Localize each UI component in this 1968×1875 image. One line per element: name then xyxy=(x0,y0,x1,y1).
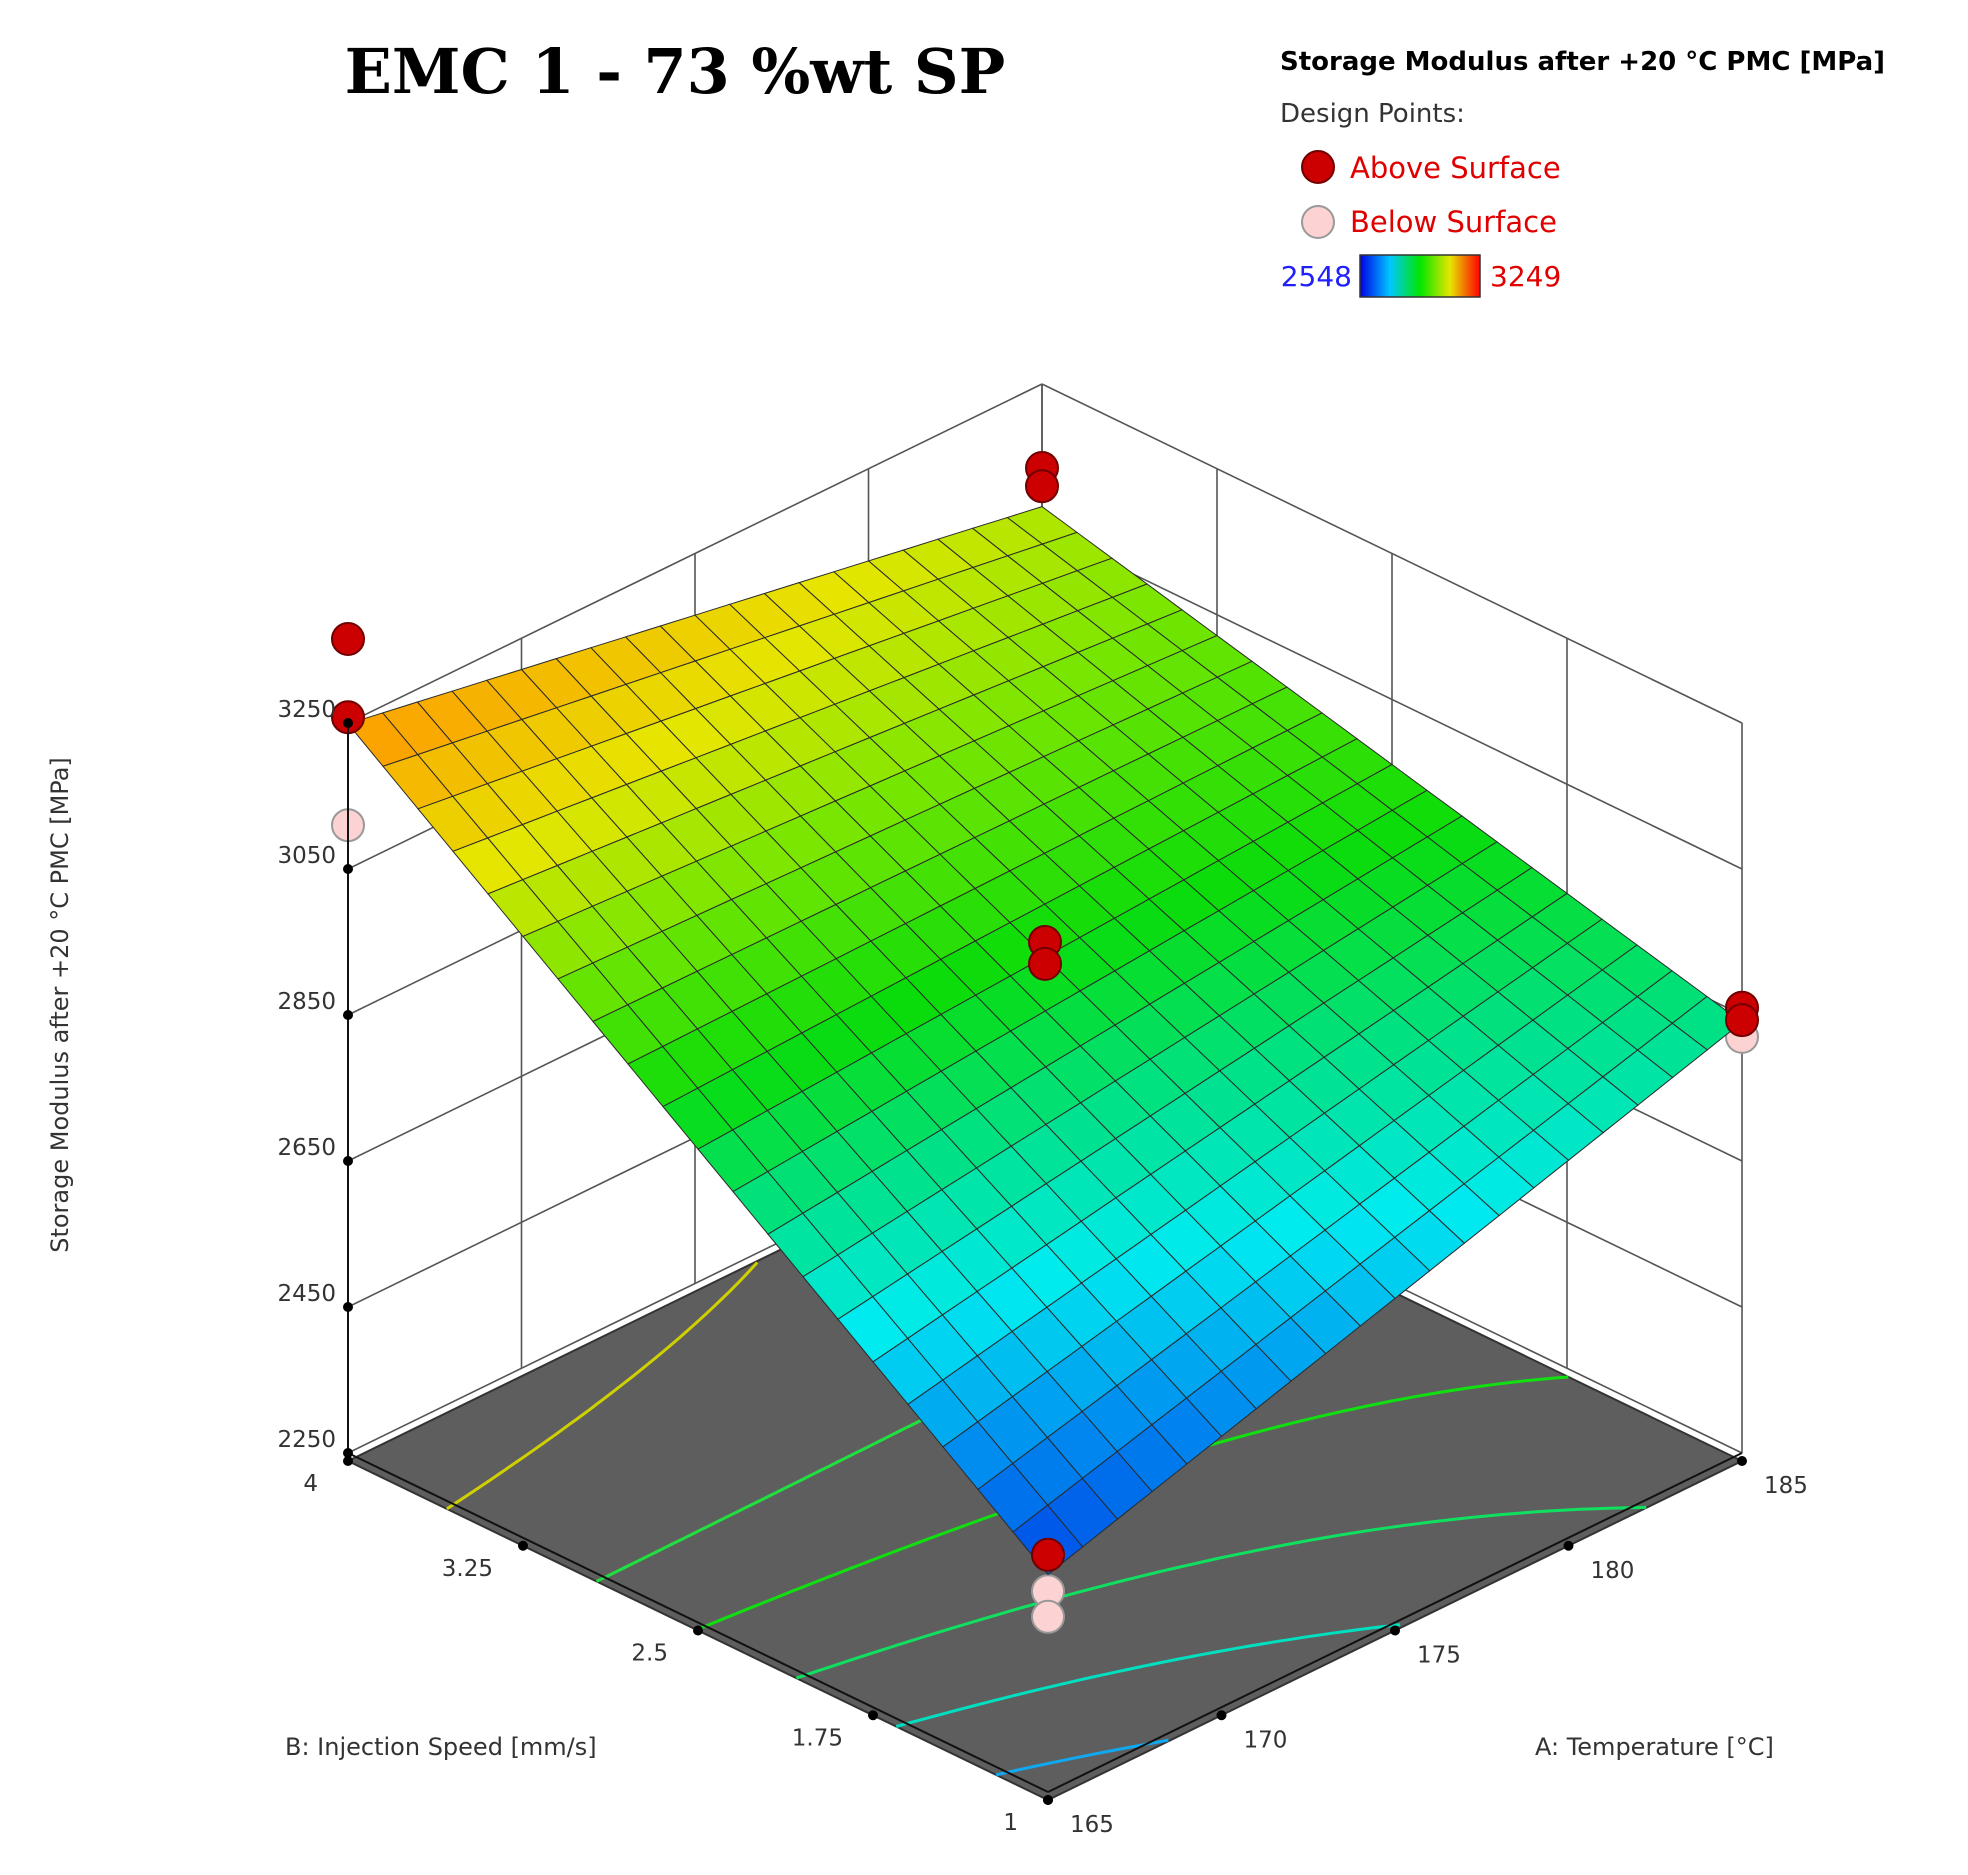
x-tick-label: 180 xyxy=(1591,1558,1635,1584)
legend-title: Storage Modulus after +20 °C PMC [MPa] xyxy=(1280,47,1885,77)
x-tick-label: 170 xyxy=(1244,1727,1288,1753)
chart-title: EMC 1 - 73 %wt SP xyxy=(345,35,1006,108)
contour-line xyxy=(446,1261,759,1511)
z-tick-label: 3050 xyxy=(277,843,336,869)
design-point-above xyxy=(1025,469,1059,504)
z-tick-label: 2250 xyxy=(277,1427,336,1453)
design-points-above-group xyxy=(331,451,1759,1572)
y-tick-label: 2.5 xyxy=(631,1641,668,1667)
z-tick-mark xyxy=(343,1010,353,1020)
y-tick-mark xyxy=(343,1456,353,1466)
y-axis-label: B: Injection Speed [mm/s] xyxy=(285,1733,597,1761)
z-axis-label: Storage Modulus after +20 °C PMC [MPa] xyxy=(46,757,74,1253)
z-tick-label: 2850 xyxy=(277,989,336,1015)
wall-grid-line xyxy=(347,383,1043,724)
y-tick-mark xyxy=(868,1710,878,1721)
color-scale-min: 2548 xyxy=(1281,260,1352,293)
y-tick-mark xyxy=(518,1540,528,1551)
y-tick-label: 1.75 xyxy=(792,1725,843,1751)
y-tick-label: 3.25 xyxy=(442,1556,493,1582)
y-tick-label: 4 xyxy=(303,1471,318,1497)
contour-line xyxy=(795,1505,1647,1680)
z-tick-mark xyxy=(343,718,353,728)
z-tick-mark xyxy=(343,1302,353,1312)
legend-above-label: Above Surface xyxy=(1350,151,1561,185)
design-point-above xyxy=(1028,946,1062,981)
x-tick-label: 185 xyxy=(1764,1473,1808,1499)
z-tick-label: 2650 xyxy=(277,1135,336,1161)
color-scale-bar xyxy=(1359,254,1481,298)
x-tick-mark xyxy=(1216,1710,1227,1721)
x-tick-mark xyxy=(1043,1795,1053,1805)
z-tick-mark xyxy=(343,1448,353,1458)
y-tick-mark xyxy=(693,1625,703,1636)
x-tick-mark xyxy=(1737,1456,1747,1466)
axes: 2250 2450 2650 2850 3050 3250 1 1.75 2.5 3.25 4 165… xyxy=(277,697,1807,1838)
z-tick-mark xyxy=(343,1156,353,1166)
z-tick-label: 2450 xyxy=(277,1281,336,1307)
legend-below-marker xyxy=(1301,205,1335,239)
legend: Storage Modulus after +20 °C PMC [MPa] D… xyxy=(1280,47,1885,298)
legend-above-marker xyxy=(1301,150,1335,184)
contour-line xyxy=(895,1623,1401,1728)
x-tick-label: 175 xyxy=(1417,1643,1461,1669)
wall-grid-line xyxy=(1041,529,1743,870)
design-point-above xyxy=(1031,1537,1065,1572)
design-point-above xyxy=(331,622,365,656)
x-tick-mark xyxy=(1563,1540,1574,1551)
design-point-above xyxy=(1725,1003,1759,1038)
legend-below-label: Below Surface xyxy=(1350,205,1557,239)
z-tick-mark xyxy=(343,864,353,874)
contour-line xyxy=(995,1738,1169,1777)
design-point-below xyxy=(1031,1599,1065,1634)
y-tick-label: 1 xyxy=(1003,1810,1018,1836)
x-axis-line xyxy=(1047,1452,1743,1793)
x-axis-label: A: Temperature [°C] xyxy=(1535,1733,1774,1761)
legend-design-points-label: Design Points: xyxy=(1280,99,1465,129)
x-tick-mark xyxy=(1390,1625,1400,1636)
x-tick-label: 165 xyxy=(1070,1812,1114,1838)
z-tick-label: 3250 xyxy=(277,697,336,723)
wall-grid-line xyxy=(1041,383,1743,724)
y-axis-line xyxy=(347,1452,1049,1793)
color-scale-max: 3249 xyxy=(1490,260,1561,293)
